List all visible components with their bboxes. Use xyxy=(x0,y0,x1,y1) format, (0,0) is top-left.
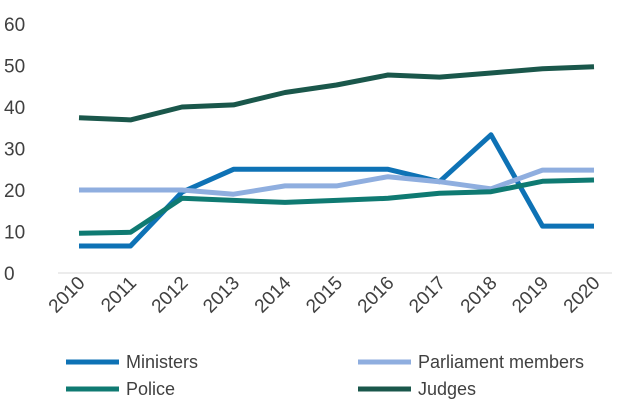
x-axis-ticks: 2010 2011 2012 2013 2014 2015 2016 2017 2018 2019… xyxy=(45,272,605,317)
x-tick-label: 2015 xyxy=(302,273,347,318)
legend-label-parliament-members: Parliament members xyxy=(418,352,584,372)
x-tick-label: 2017 xyxy=(405,273,450,318)
series-line-parliament-members xyxy=(79,167,594,197)
x-tick-label: 2019 xyxy=(508,273,553,318)
legend-label-police: Police xyxy=(126,379,175,399)
x-tick-label: 2020 xyxy=(560,273,605,318)
legend: Ministers Parliament members Police Judges xyxy=(66,352,584,399)
x-tick-label: 2010 xyxy=(45,273,90,318)
series-line-judges xyxy=(78,64,595,123)
x-tick-label: 2018 xyxy=(457,273,502,318)
x-tick-label: 2013 xyxy=(199,273,244,318)
x-tick-label: 2011 xyxy=(97,273,141,317)
y-tick-label: 0 xyxy=(4,264,15,285)
series-line-police xyxy=(78,177,595,236)
y-tick-label: 20 xyxy=(4,181,25,202)
x-tick-label: 2012 xyxy=(148,273,193,318)
y-tick-label: 60 xyxy=(4,15,25,36)
x-tick-label: 2014 xyxy=(251,272,296,317)
y-axis-ticks: 0 10 20 30 40 50 60 xyxy=(4,15,25,285)
y-tick-label: 50 xyxy=(4,57,25,78)
series-lines xyxy=(78,64,595,249)
y-tick-label: 40 xyxy=(4,98,25,119)
y-tick-label: 30 xyxy=(4,140,25,161)
legend-label-ministers: Ministers xyxy=(126,352,198,372)
y-tick-label: 10 xyxy=(4,223,25,244)
x-tick-label: 2016 xyxy=(354,273,399,318)
legend-label-judges: Judges xyxy=(418,379,476,399)
